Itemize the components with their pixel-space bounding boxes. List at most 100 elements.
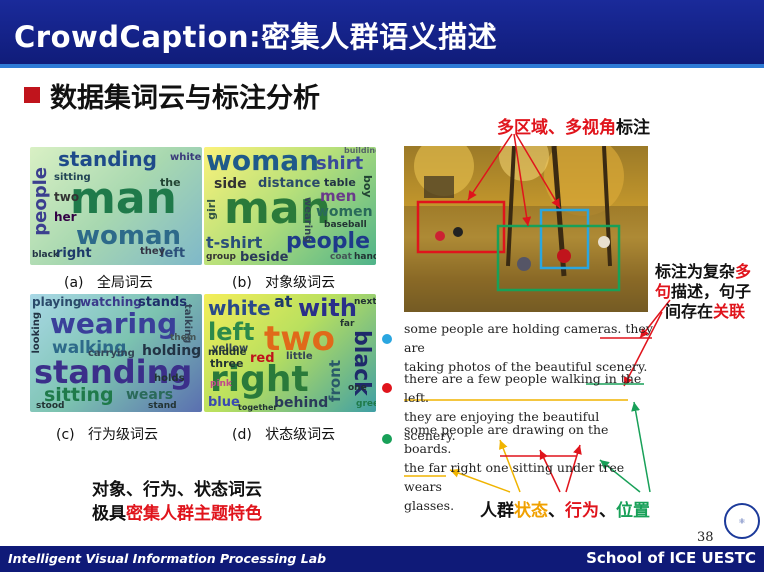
cloud-word: standing xyxy=(34,353,193,391)
section-heading-text: 数据集词云与标注分析 xyxy=(50,82,320,114)
cloud-word: beside xyxy=(240,250,289,265)
cloud-word: far xyxy=(340,319,355,329)
slide-footer: Intelligent Visual Information Processin… xyxy=(0,546,764,572)
cloud-word: woman xyxy=(206,147,320,177)
cloud-word: white xyxy=(170,152,202,163)
square-bullet-icon xyxy=(24,87,40,103)
caption-global: (a) 全局词云 xyxy=(64,272,153,292)
cloud-word: green xyxy=(356,399,376,409)
caption-action: (c) 行为级词云 xyxy=(56,424,158,444)
cloud-word: sitting xyxy=(54,172,91,183)
cloud-word: walking xyxy=(52,338,127,358)
cloud-word: shirt xyxy=(316,153,364,174)
annotation-complex-sentences: 标注为复杂多 句描述，句子 间存在关联 xyxy=(655,262,752,321)
cloud-word: blue xyxy=(208,395,240,410)
cloud-word: middle xyxy=(208,347,247,358)
cloud-word: yellow xyxy=(212,343,249,354)
caption-state: (d) 状态级词云 xyxy=(232,424,335,444)
cloud-word: talking xyxy=(182,304,193,344)
cloud-word: one xyxy=(348,383,367,393)
cloud-word: together xyxy=(238,403,278,412)
sentence-dot-blue xyxy=(382,334,392,344)
cloud-word: hand xyxy=(354,252,376,262)
cloud-word: boy xyxy=(361,175,374,198)
footer-lab-name: Intelligent Visual Information Processin… xyxy=(8,551,327,566)
university-logo-icon: ⚛ xyxy=(724,503,760,539)
caption-letter: (d) xyxy=(232,427,252,443)
cloud-word: black xyxy=(349,330,374,396)
cloud-word: three xyxy=(210,357,244,370)
cloud-word: next xyxy=(354,297,376,307)
summary-line-2: 极具密集人群主题特色 xyxy=(92,504,262,524)
page-number: 38 xyxy=(697,530,714,545)
cloud-word: her xyxy=(54,210,77,224)
cloud-word: women xyxy=(316,204,373,220)
cloud-word: standing xyxy=(58,147,157,171)
sentence-group-1: some people are holding cameras. they ar… xyxy=(404,321,653,374)
cloud-word: wears xyxy=(126,387,174,403)
cloud-word: sitting xyxy=(44,384,114,406)
cloud-word: men xyxy=(320,187,357,205)
cloud-word: little xyxy=(286,351,313,362)
cloud-word: holds xyxy=(154,373,185,384)
cloud-word: right xyxy=(210,359,309,400)
summary-note: 对象、行为、状态词云 极具密集人群主题特色 xyxy=(92,478,262,526)
crowd-photo xyxy=(404,146,648,312)
cloud-word: left xyxy=(160,246,186,261)
cloud-word: wearing xyxy=(302,197,313,243)
cloud-word: t-shirt xyxy=(206,233,263,252)
cloud-word: man xyxy=(70,173,177,224)
caption-letter: (b) xyxy=(232,275,252,291)
cloud-word: right xyxy=(56,246,92,261)
section-heading: 数据集词云与标注分析 xyxy=(24,78,320,114)
cloud-word: group xyxy=(206,252,236,262)
word-cloud-action: playing watching stands wearing walking … xyxy=(30,294,202,412)
caption-object: (b) 对象级词云 xyxy=(232,272,335,292)
cloud-word: them xyxy=(170,333,197,343)
cloud-word: woman xyxy=(76,221,182,251)
cloud-word: watching xyxy=(80,295,142,309)
cloud-word: red xyxy=(250,351,275,366)
cloud-word: holding xyxy=(142,343,202,359)
caption-text: 全局词云 xyxy=(96,275,153,291)
caption-letter: (c) xyxy=(56,427,75,443)
cloud-word: carrying xyxy=(88,348,135,359)
summary-line-1: 对象、行为、状态词云 xyxy=(92,480,262,500)
cloud-word: building xyxy=(344,147,376,155)
cloud-word: white xyxy=(208,296,271,320)
cloud-word: left xyxy=(208,318,255,346)
cloud-word: they xyxy=(140,246,166,257)
cloud-word: two xyxy=(264,319,336,359)
cloud-word: the xyxy=(160,176,181,189)
cloud-word: behind xyxy=(274,395,329,411)
cloud-word: at xyxy=(274,294,293,311)
cloud-word: playing xyxy=(32,295,82,309)
annotation-state-action-position: 人群状态、行为、位置 xyxy=(480,501,650,521)
cloud-word: wearing xyxy=(50,307,178,340)
cloud-word: stood xyxy=(36,401,65,411)
cloud-word: coat xyxy=(330,252,352,262)
cloud-word: black xyxy=(32,250,59,260)
slide-title: CrowdCaption:密集人群语义描述 xyxy=(14,20,498,54)
caption-letter: (a) xyxy=(64,275,84,291)
cloud-word: side xyxy=(214,176,247,192)
sentence-dot-green xyxy=(382,434,392,444)
word-cloud-state: white at with left two yellow right red … xyxy=(204,294,376,412)
cloud-word: man xyxy=(224,183,331,234)
slide-header: CrowdCaption:密集人群语义描述 xyxy=(0,0,764,64)
header-strip xyxy=(0,64,764,68)
cloud-word: baseball xyxy=(324,220,367,230)
word-cloud-object: woman man shirt side distance table men … xyxy=(204,147,376,265)
cloud-word: pink xyxy=(210,379,232,389)
cloud-word: people xyxy=(286,229,370,254)
cloud-word: table xyxy=(324,176,356,189)
word-cloud-global: standing man woman people sitting two ri… xyxy=(30,147,202,265)
cloud-word: stand xyxy=(148,401,177,411)
cloud-word: with xyxy=(298,294,357,322)
sentence-dot-red xyxy=(382,383,392,393)
summary-highlight: 密集人群主题特色 xyxy=(126,504,262,524)
cloud-word: stands xyxy=(138,295,188,310)
cloud-word: distance xyxy=(258,176,321,191)
sentence-group-3: some people are drawing on the boards. t… xyxy=(404,422,625,513)
